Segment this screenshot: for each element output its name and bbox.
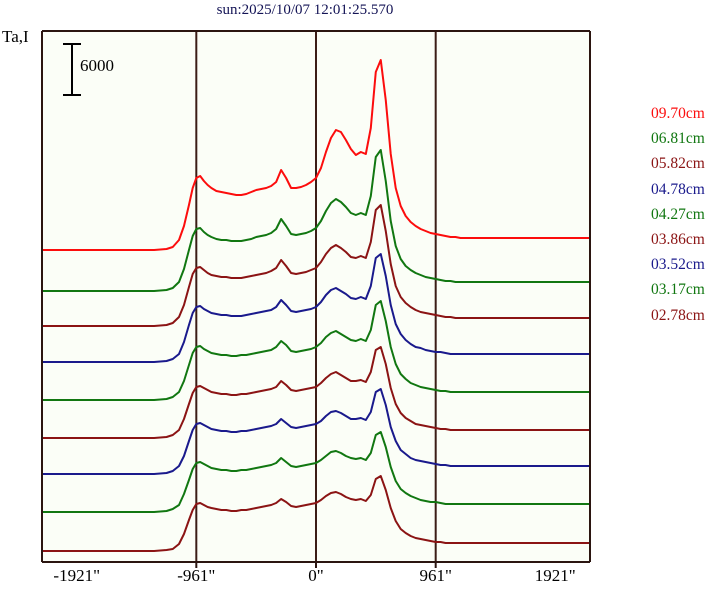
x-tick-label: 1921" [534,566,576,585]
scale-bar-label: 6000 [80,56,114,75]
legend: 09.70cm 06.81cm 05.82cm 04.78cm 04.27cm 03.86… [651,101,725,328]
legend-item-06.81cm: 06.81cm [651,130,705,148]
legend-item-05.82cm: 05.82cm [651,155,705,173]
legend-item-04.78cm: 04.78cm [651,180,705,198]
trace-04.27cm [42,300,590,401]
legend-item-04.27cm: 04.27cm [651,205,705,223]
trace-09.70cm [42,59,590,251]
x-tick-label: 0" [308,566,324,585]
page-title: sun:2025/10/07 12:01:25.570 [216,2,394,18]
trace-02.78cm [42,475,590,552]
gridlines [195,31,437,562]
trace-05.82cm [42,204,590,327]
trace-lines [42,59,590,552]
scan-traces-svg [42,31,590,562]
legend-item-03.86cm: 03.86cm [651,231,705,249]
legend-item-03.17cm: 03.17cm [651,281,705,299]
trace-06.81cm [42,149,590,292]
y-axis-label: Ta,I [2,27,29,46]
legend-item-03.52cm: 03.52cm [651,256,705,274]
trace-03.17cm [42,431,590,513]
x-tick-label: -1921" [53,566,101,585]
plot-area [42,31,590,562]
trace-04.78cm [42,253,590,363]
legend-item-09.70cm: 09.70cm [651,105,705,122]
trace-03.52cm [42,388,590,475]
x-tick-label: -961" [177,566,216,585]
trace-03.86cm [42,346,590,439]
legend-item-02.78cm: 02.78cm [651,306,705,324]
x-tick-label: 961" [419,566,452,585]
